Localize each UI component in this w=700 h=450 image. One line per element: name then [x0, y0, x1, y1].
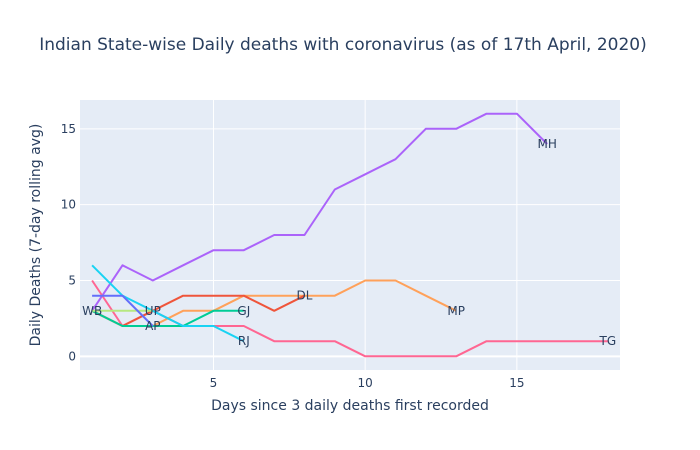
y-tick-label: 5 — [68, 274, 76, 288]
y-tick-label: 10 — [61, 198, 76, 212]
x-tick-label: 10 — [358, 376, 373, 390]
x-tick-label: 15 — [509, 376, 524, 390]
x-axis-title: Days since 3 daily deaths first recorded — [211, 398, 489, 414]
series-line-dl — [91, 294, 305, 327]
tick-labels: 5 10 15 0 5 10 15 — [61, 122, 525, 390]
series-label-gj: GJ — [237, 304, 250, 318]
chart-title: Indian State-wise Daily deaths with coro… — [39, 35, 647, 55]
series-line-ap — [92, 294, 154, 327]
series-label-tg: TG — [599, 334, 617, 348]
series-label-rj: RJ — [238, 334, 250, 348]
y-tick-label: 0 — [68, 349, 76, 363]
series-label-wb: WB — [82, 304, 102, 318]
series-line-gj — [91, 309, 244, 327]
series-label-up: UP — [145, 304, 161, 318]
y-tick-label: 15 — [61, 122, 76, 136]
y-axis-title: Daily Deaths (7-day rolling avg) — [28, 124, 44, 347]
grid — [80, 100, 620, 370]
series-label-mp: MP — [447, 304, 465, 318]
series-label-ap: AP — [145, 319, 160, 333]
series-line-rj — [91, 264, 245, 343]
series-label-mh: MH — [537, 137, 556, 151]
x-tick-label: 5 — [210, 376, 218, 390]
series-line-mh — [91, 112, 548, 312]
series-lines — [91, 112, 608, 358]
series-label-dl: DL — [297, 289, 313, 303]
